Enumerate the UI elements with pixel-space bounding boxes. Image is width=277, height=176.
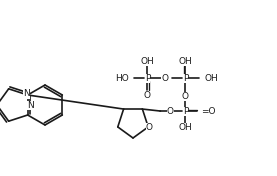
Text: P: P <box>183 74 188 83</box>
Text: O: O <box>182 92 189 100</box>
Text: OH: OH <box>140 56 154 65</box>
Text: OH: OH <box>179 122 192 131</box>
Text: OH: OH <box>179 56 192 65</box>
Text: O: O <box>161 74 168 83</box>
Text: OH: OH <box>204 74 218 83</box>
Text: O: O <box>167 106 174 116</box>
Text: N: N <box>23 90 30 99</box>
Text: HO: HO <box>115 74 129 83</box>
Text: O: O <box>146 123 153 133</box>
Text: P: P <box>145 74 150 83</box>
Text: =O: =O <box>201 106 216 116</box>
Text: N: N <box>27 100 34 109</box>
Text: O: O <box>144 91 151 100</box>
Text: P: P <box>183 106 188 116</box>
